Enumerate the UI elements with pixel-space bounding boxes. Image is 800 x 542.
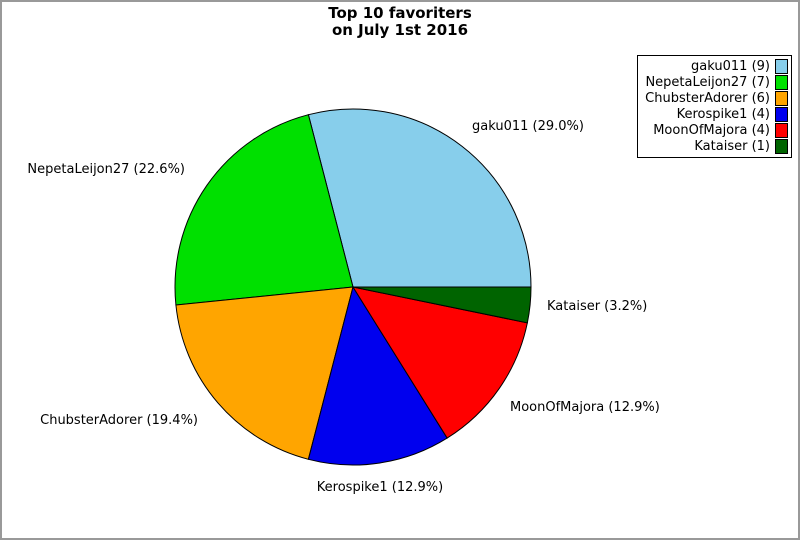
legend-swatch-moonofmajora [775,123,788,139]
pie-slice-kataiser [352,286,532,324]
legend-label-nepetaleijon27: NepetaLeijon27 (7) [645,74,770,90]
legend-label-kerospike1: Kerospike1 (4) [676,107,770,123]
legend-swatch-kataiser [775,139,788,155]
slice-label-chubsteradorer: ChubsterAdorer (19.4%) [40,413,198,428]
chart-title-line1: Top 10 favoriters [328,4,472,22]
legend-row: gaku011 (9) [640,58,788,74]
legend-row: Kerospike1 (4) [640,107,788,123]
legend-label-chubsteradorer: ChubsterAdorer (6) [645,90,770,106]
legend-row: MoonOfMajora (4) [640,123,788,139]
slice-label-nepetaleijon27: NepetaLeijon27 (22.6%) [27,162,185,177]
legend-row: NepetaLeijon27 (7) [640,74,788,90]
pie-slice-kerospike1 [307,285,448,466]
slice-label-moonofmajora: MoonOfMajora (12.9%) [510,400,660,415]
slice-label-kerospike1: Kerospike1 (12.9%) [316,480,444,495]
legend-label-moonofmajora: MoonOfMajora (4) [653,123,770,139]
slice-label-kataiser: Kataiser (3.2%) [547,299,648,314]
slice-label-gaku011: gaku011 (29.0%) [472,119,584,134]
pie-slice-moonofmajora [351,286,528,439]
legend-row: ChubsterAdorer (6) [640,90,788,106]
legend: gaku011 (9) NepetaLeijon27 (7) ChubsterA… [637,55,792,158]
legend-swatch-kerospike1 [775,107,788,123]
pie-slice-nepetaleijon27 [174,114,354,306]
pie-slice-gaku011 [307,108,532,288]
chart-title-line2: on July 1st 2016 [331,21,469,39]
chart-title: Top 10 favoriters on July 1st 2016 [2,5,798,39]
legend-row: Kataiser (1) [640,139,788,155]
legend-label-kataiser: Kataiser (1) [694,139,770,155]
pie-slice-chubsteradorer [175,286,354,460]
legend-label-gaku011: gaku011 (9) [691,58,770,74]
legend-swatch-chubsteradorer [775,90,788,106]
legend-swatch-nepetaleijon27 [775,74,788,90]
legend-swatch-gaku011 [775,58,788,74]
